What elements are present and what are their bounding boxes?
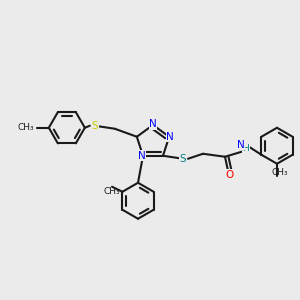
Text: O: O (226, 170, 234, 180)
Text: N: N (166, 132, 174, 142)
Text: N: N (149, 119, 157, 129)
Text: N: N (237, 140, 245, 150)
Text: CH₃: CH₃ (17, 123, 34, 132)
Text: CH₃: CH₃ (272, 168, 288, 177)
Text: S: S (180, 154, 186, 164)
Text: N: N (138, 151, 146, 161)
Text: CH₃: CH₃ (104, 187, 120, 196)
Text: H: H (243, 144, 249, 153)
Text: S: S (92, 121, 98, 131)
